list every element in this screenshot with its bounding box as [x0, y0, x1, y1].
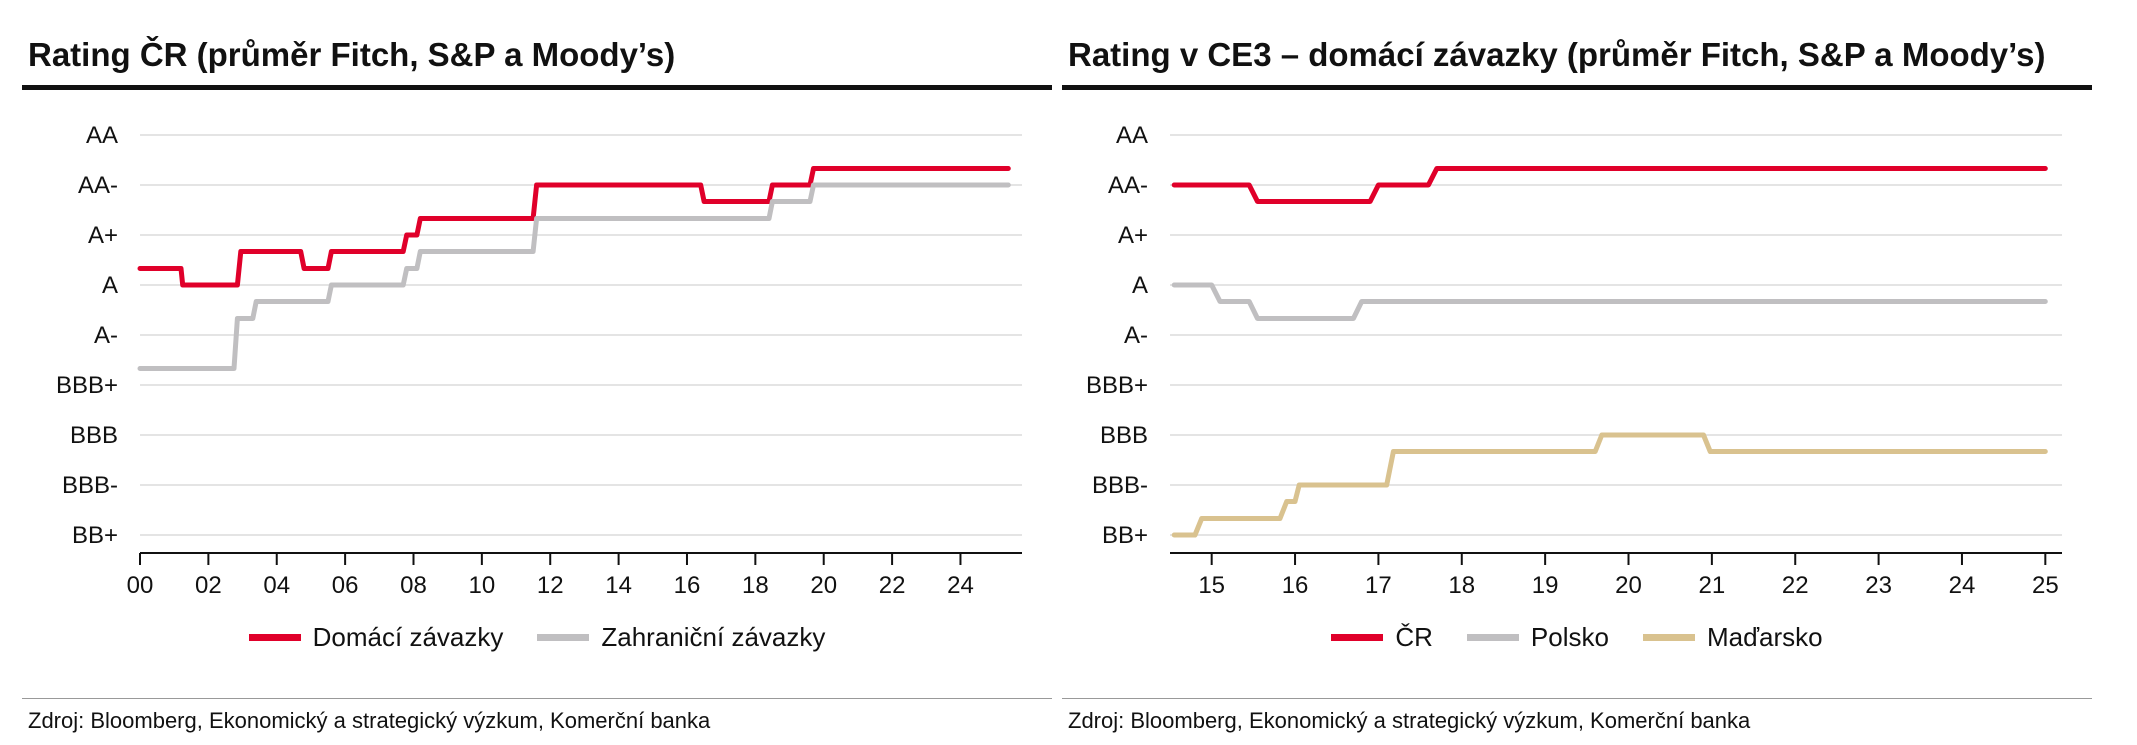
series-line [1171, 166, 2048, 204]
y-tick-label: BBB- [62, 472, 118, 499]
title-divider [22, 85, 1052, 90]
legend-swatch-poland [1466, 634, 1519, 641]
y-tick-label: BBB+ [56, 372, 118, 399]
x-tick-label: 14 [605, 572, 632, 599]
x-tick-label: 25 [2032, 572, 2059, 599]
source-divider [22, 698, 1052, 699]
legend-item-hungary: Maďarsko [1642, 622, 1823, 653]
x-tick-label: 18 [1448, 572, 1475, 599]
chart-title: Rating v CE3 – domácí závazky (průměr Fi… [1068, 36, 2046, 73]
y-tick-label: BBB [1100, 422, 1148, 449]
legend-swatch-hungary [1642, 634, 1695, 641]
legend-label: Zahraniční závazky [601, 622, 826, 652]
legend-item-poland: Polsko [1466, 622, 1609, 653]
x-tick-label: 22 [1782, 572, 1809, 599]
x-tick-label: 20 [1615, 572, 1642, 599]
legend-swatch-domestic [248, 634, 301, 641]
series-line [137, 182, 1011, 371]
x-tick-label: 16 [1282, 572, 1309, 599]
source-divider [1062, 698, 2092, 699]
x-tick-label: 15 [1198, 572, 1225, 599]
legend-item-domestic: Domácí závazky [248, 622, 504, 653]
legend-item-cr: ČR [1331, 622, 1433, 653]
x-tick-label: 02 [195, 572, 222, 599]
chart-plot-ce3-rating: BB+ BBB- BBB BBB+ A- A A+ AA- AA 15 16 17 18 19 20 21 22… [1086, 122, 2062, 599]
title-divider [1062, 85, 2092, 90]
chart-legend: ČR Polsko Maďarsko [1062, 622, 2092, 653]
y-tick-label: A- [94, 322, 118, 349]
y-tick-label: BBB [70, 422, 118, 449]
x-tick-label: 12 [537, 572, 564, 599]
y-tick-label: A [102, 272, 118, 299]
y-tick-label: AA [86, 122, 118, 149]
series-line [137, 166, 1011, 288]
x-tick-label: 18 [742, 572, 769, 599]
y-tick-label: AA- [78, 172, 118, 199]
legend-label: Domácí závazky [312, 622, 504, 652]
source-note: Zdroj: Bloomberg, Ekonomický a strategic… [1068, 708, 1751, 733]
x-tick-label: 19 [1532, 572, 1559, 599]
legend-swatch-cr [1331, 634, 1384, 641]
chart-legend: Domácí závazky Zahraniční závazky [22, 622, 1052, 653]
x-tick-label: 23 [1865, 572, 1892, 599]
chart-panel-czech-rating: Rating ČR (průměr Fitch, S&P a Moody’s) … [22, 0, 1052, 745]
x-tick-label: 24 [947, 572, 974, 599]
legend-label: Polsko [1530, 622, 1609, 652]
y-tick-label: A [1132, 272, 1148, 299]
y-tick-label: BB+ [72, 522, 118, 549]
y-tick-label: BB+ [1102, 522, 1148, 549]
chart-panel-ce3-rating: Rating v CE3 – domácí závazky (průměr Fi… [1062, 0, 2092, 745]
x-tick-label: 21 [1699, 572, 1726, 599]
x-tick-label: 04 [263, 572, 290, 599]
y-tick-label: BBB+ [1086, 372, 1148, 399]
y-tick-label: A+ [1118, 222, 1148, 249]
y-tick-label: A- [1124, 322, 1148, 349]
y-tick-label: BBB- [1092, 472, 1148, 499]
x-tick-label: 08 [400, 572, 427, 599]
x-tick-label: 16 [674, 572, 701, 599]
legend-label: ČR [1395, 622, 1433, 652]
legend-swatch-foreign [537, 634, 590, 641]
source-note: Zdroj: Bloomberg, Ekonomický a strategic… [28, 708, 711, 733]
y-tick-label: AA [1116, 122, 1148, 149]
x-tick-label: 00 [127, 572, 154, 599]
x-tick-label: 10 [469, 572, 496, 599]
series-line [1171, 282, 2048, 321]
chart-plot-czech-rating: BB+ BBB- BBB BBB+ A- A A+ AA- AA 00 02 04 06 08 10 12 14… [56, 122, 1022, 599]
x-tick-label: 17 [1365, 572, 1392, 599]
legend-item-foreign: Zahraniční závazky [537, 622, 825, 653]
legend-label: Maďarsko [1706, 622, 1823, 652]
x-tick-label: 20 [810, 572, 837, 599]
x-tick-label: 24 [1949, 572, 1976, 599]
y-tick-label: A+ [88, 222, 118, 249]
series-line [1171, 432, 2048, 538]
y-tick-label: AA- [1108, 172, 1148, 199]
chart-title: Rating ČR (průměr Fitch, S&P a Moody’s) [28, 36, 676, 73]
x-tick-label: 06 [332, 572, 359, 599]
x-tick-label: 22 [879, 572, 906, 599]
